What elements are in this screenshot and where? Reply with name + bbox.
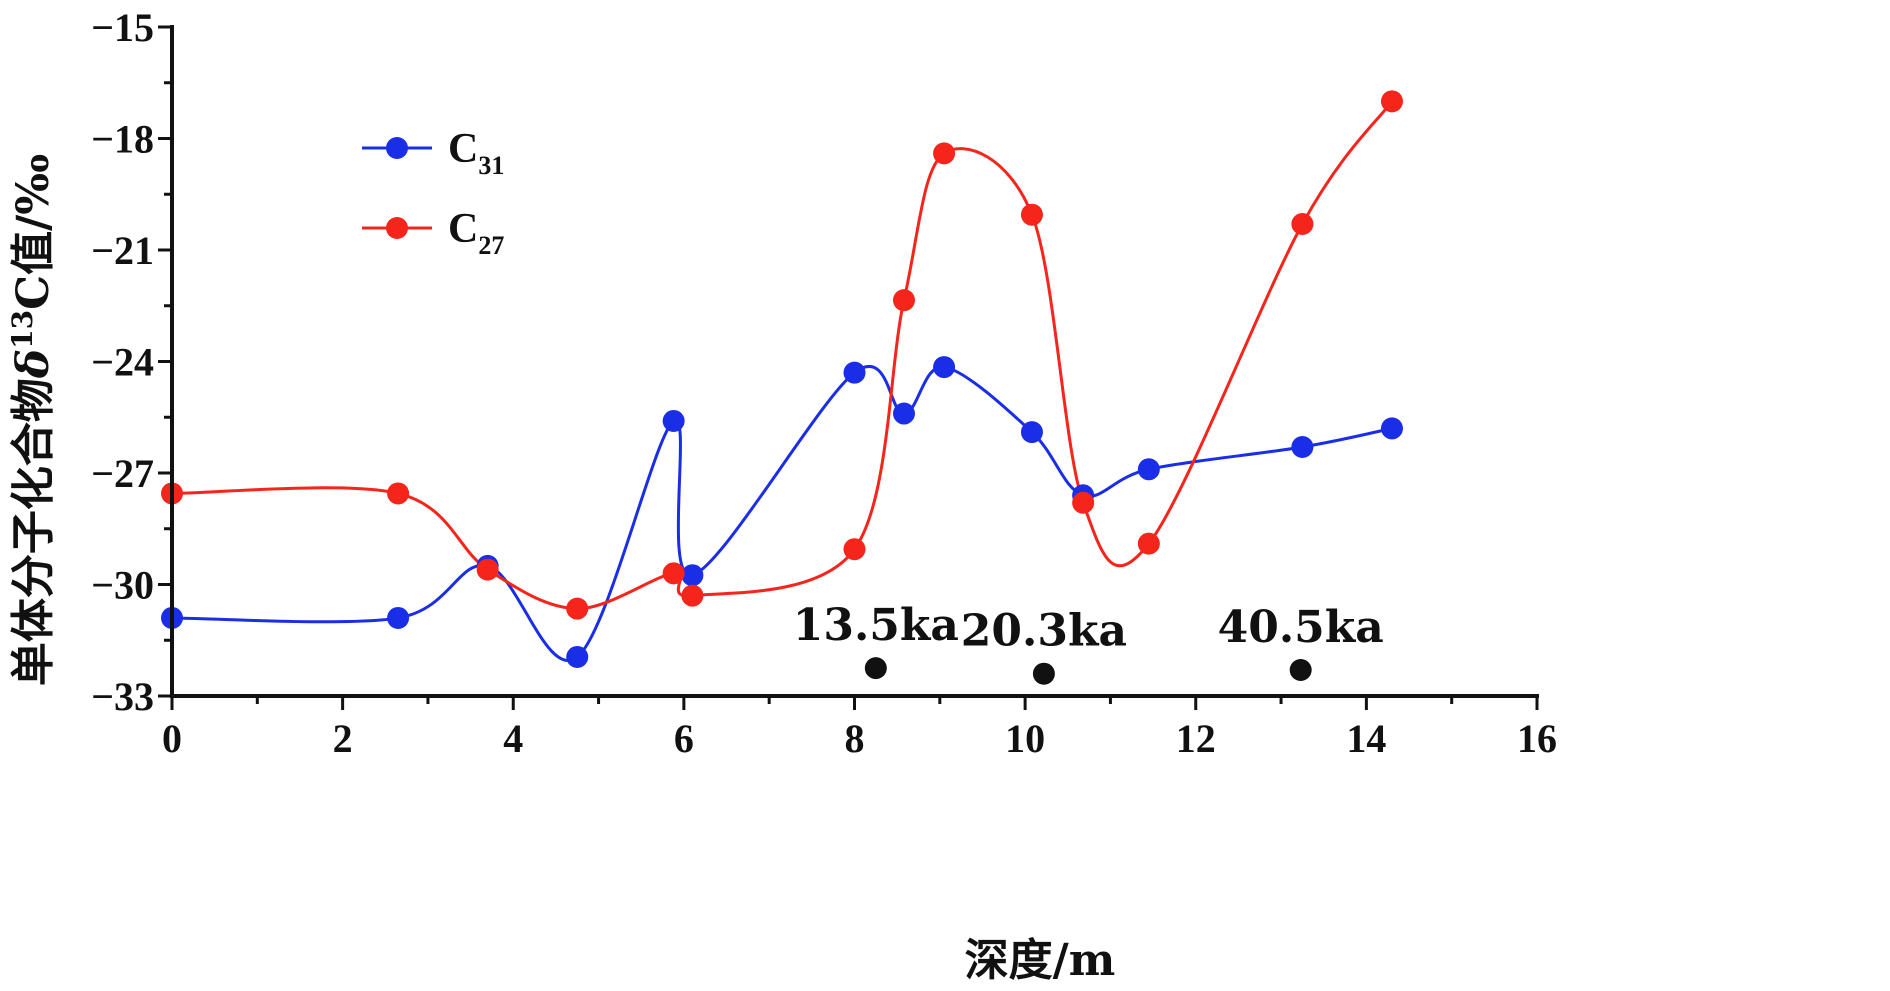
y-axis-title-suffix: C值/‰: [8, 154, 59, 310]
data-point-C27: [681, 584, 704, 607]
y-tick-label: −33: [91, 674, 154, 719]
axes-layer: [170, 25, 1539, 698]
data-point-C31: [933, 356, 956, 379]
x-tick-label: 6: [674, 716, 694, 761]
data-point-C31: [387, 606, 410, 629]
y-axis-title-prefix: 单体分子化合物: [8, 378, 59, 686]
y-tick-label: −15: [91, 5, 154, 50]
x-tick-label: 4: [503, 716, 523, 761]
data-point-C31: [681, 564, 704, 587]
y-axis-title-delta: δ: [8, 349, 59, 379]
age-label: 13.5ka: [793, 600, 959, 651]
data-point-C31: [1020, 421, 1043, 444]
series-line-C31: [171, 364, 1393, 662]
series-layer: [161, 90, 1403, 668]
data-point-C31: [662, 409, 685, 432]
x-tick-label: 14: [1346, 716, 1386, 761]
data-point-C31: [892, 402, 915, 425]
y-tick-label: −18: [91, 117, 154, 162]
data-point-C31: [1380, 417, 1403, 440]
data-point-C31: [843, 361, 866, 384]
y-tick-label: −21: [91, 228, 154, 273]
legend-label-C31: C31: [448, 126, 504, 180]
ticks-layer: 0 2 4 6 8 10 12 14 16 −33 −30 −27 −24 −21 −18 −15: [91, 5, 1557, 761]
data-point-C27: [933, 142, 956, 165]
data-point-C31: [1137, 458, 1160, 481]
data-point-C27: [566, 597, 589, 620]
data-point-C31: [566, 645, 589, 668]
x-tick-label: 10: [1005, 716, 1045, 761]
y-tick-label: −24: [91, 340, 154, 385]
data-point-C27: [476, 558, 499, 581]
age-marker: [864, 657, 887, 680]
y-tick-label: −30: [91, 563, 154, 608]
data-point-C27: [662, 562, 685, 585]
data-point-C27: [1380, 90, 1403, 113]
x-tick-label: 8: [845, 716, 865, 761]
y-tick-label: −27: [91, 451, 154, 496]
x-tick-label: 0: [162, 716, 182, 761]
data-point-C27: [1291, 212, 1314, 235]
data-point-C27: [1072, 491, 1095, 514]
x-axis-title: 深度/m: [965, 935, 1116, 986]
data-point-C31: [1291, 435, 1314, 458]
data-point-C27: [1137, 532, 1160, 555]
age-marker: [1289, 658, 1312, 681]
data-point-C27: [892, 289, 915, 312]
legend-marker-C31: [386, 137, 408, 159]
legend-label-C27: C27: [448, 206, 504, 260]
age-marker: [1032, 662, 1055, 685]
data-point-C27: [1020, 203, 1043, 226]
legend-marker-C27: [386, 217, 408, 239]
data-point-C27: [387, 482, 410, 505]
age-label: 20.3ka: [961, 606, 1127, 657]
x-tick-label: 12: [1176, 716, 1216, 761]
annotation-layer: 13.5ka 20.3ka 40.5ka: [793, 600, 1384, 685]
series-line-C27: [171, 100, 1394, 611]
y-axis-title-sup: 13: [6, 310, 39, 349]
data-point-C27: [843, 538, 866, 561]
x-tick-label: 16: [1517, 716, 1557, 761]
y-axis-title: 单体分子化合物δ13C值/‰: [6, 154, 59, 686]
age-label: 40.5ka: [1218, 602, 1384, 653]
x-tick-label: 2: [333, 716, 353, 761]
